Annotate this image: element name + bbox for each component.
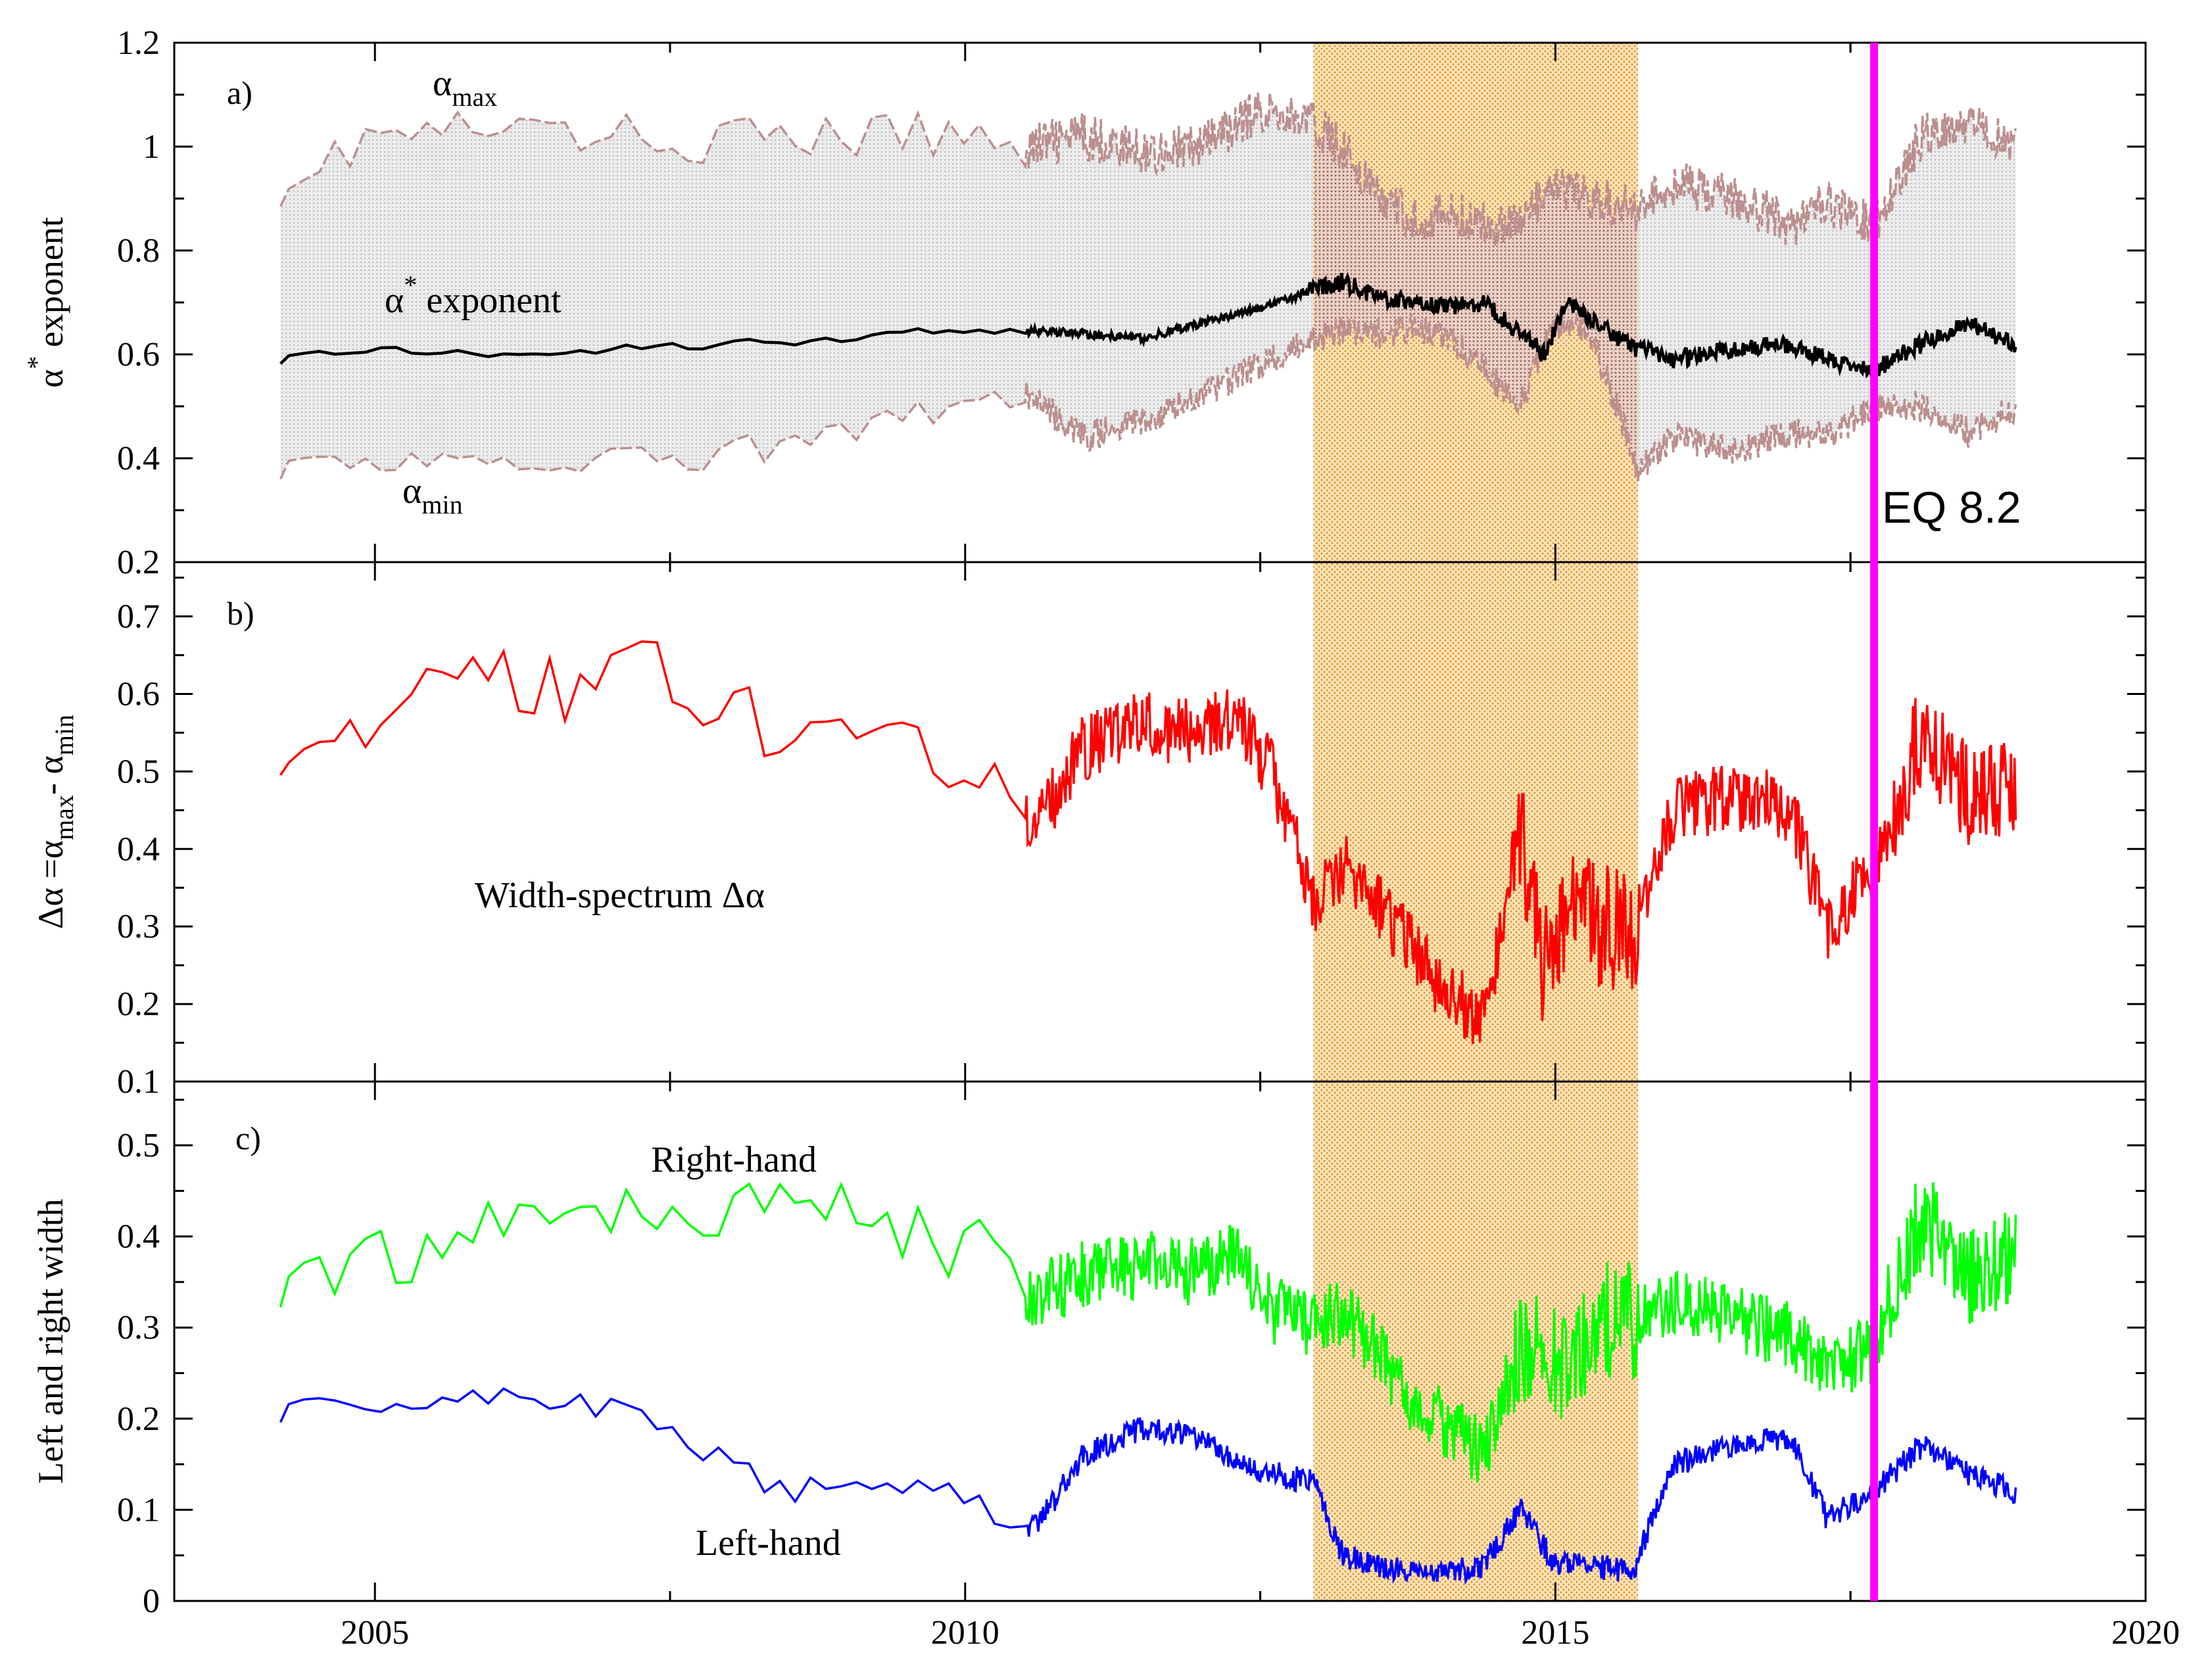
alpha-star-label: α* exponent <box>385 270 562 321</box>
alpha-max-label: αmax <box>433 63 497 112</box>
panel-c-frame <box>173 1080 2147 1602</box>
y-tick-label: 0.1 <box>117 1491 160 1529</box>
alpha-min-label: αmin <box>402 471 463 519</box>
y-tick-label: 0.6 <box>117 675 160 713</box>
event-label: EQ 8.2 <box>1882 483 2021 533</box>
y-tick-label: 0.3 <box>117 1309 160 1346</box>
panel-a-letter: a) <box>227 74 252 111</box>
y-tick-label: 0.5 <box>117 1127 160 1164</box>
y-tick-label: 0.3 <box>117 908 160 945</box>
x-tick-label: 2010 <box>931 1614 999 1652</box>
alpha-max-series <box>279 91 2017 247</box>
panel-c-ylabel: Left and right width <box>31 1199 70 1483</box>
panel-b-ylabel: Δα =αmax- αmin <box>31 715 79 929</box>
y-tick-label: 0.2 <box>117 544 160 581</box>
panel-b-letter: b) <box>227 595 254 632</box>
alpha-min-series <box>279 312 2017 481</box>
y-tick-label: 0.1 <box>117 1063 160 1101</box>
width-spectrum-series <box>279 640 2017 1045</box>
y-tick-label: 0.6 <box>117 336 160 373</box>
y-tick-label: 0.7 <box>117 598 160 636</box>
alpha-range-band <box>280 92 2016 481</box>
panel-c: 0 0.1 0.2 0.3 0.4 0.5 2005 2010 2015 2020 c) Rig… <box>31 43 2180 1652</box>
x-tick-label: 2005 <box>341 1614 409 1652</box>
width-spectrum-label: Width-spectrum Δα <box>475 875 765 916</box>
y-tick-label: 0.2 <box>117 986 160 1023</box>
y-tick-label: 1 <box>143 128 160 166</box>
left-hand-series <box>279 1387 2017 1585</box>
y-tick-label: 0.2 <box>117 1400 160 1438</box>
panel-c-letter: c) <box>235 1120 261 1156</box>
y-tick-label: 0.8 <box>117 232 160 270</box>
y-tick-label: 1.2 <box>117 24 160 62</box>
right-hand-series <box>279 1181 2017 1483</box>
y-tick-label: 0 <box>143 1583 160 1620</box>
right-hand-label: Right-hand <box>651 1139 817 1180</box>
panel-a: 0.2 0.4 0.6 0.8 1 1.2 a) αmax α* exponent αmi… <box>22 24 2147 581</box>
y-tick-label: 0.4 <box>117 440 160 477</box>
left-hand-label: Left-hand <box>696 1523 841 1563</box>
y-tick-label: 0.4 <box>117 1218 160 1256</box>
x-tick-label: 2015 <box>1521 1614 1589 1652</box>
y-tick-label: 0.5 <box>117 753 160 790</box>
panel-b-frame <box>173 561 2147 1083</box>
panel-a-ylabel: α* exponent <box>22 217 70 388</box>
y-tick-label: 0.4 <box>117 830 160 868</box>
alpha-star-series <box>279 272 2017 379</box>
x-tick-label: 2020 <box>2111 1614 2180 1652</box>
panel-b: 0.1 0.2 0.3 0.4 0.5 0.6 0.7 b) Width-spectrum … <box>31 561 2147 1101</box>
